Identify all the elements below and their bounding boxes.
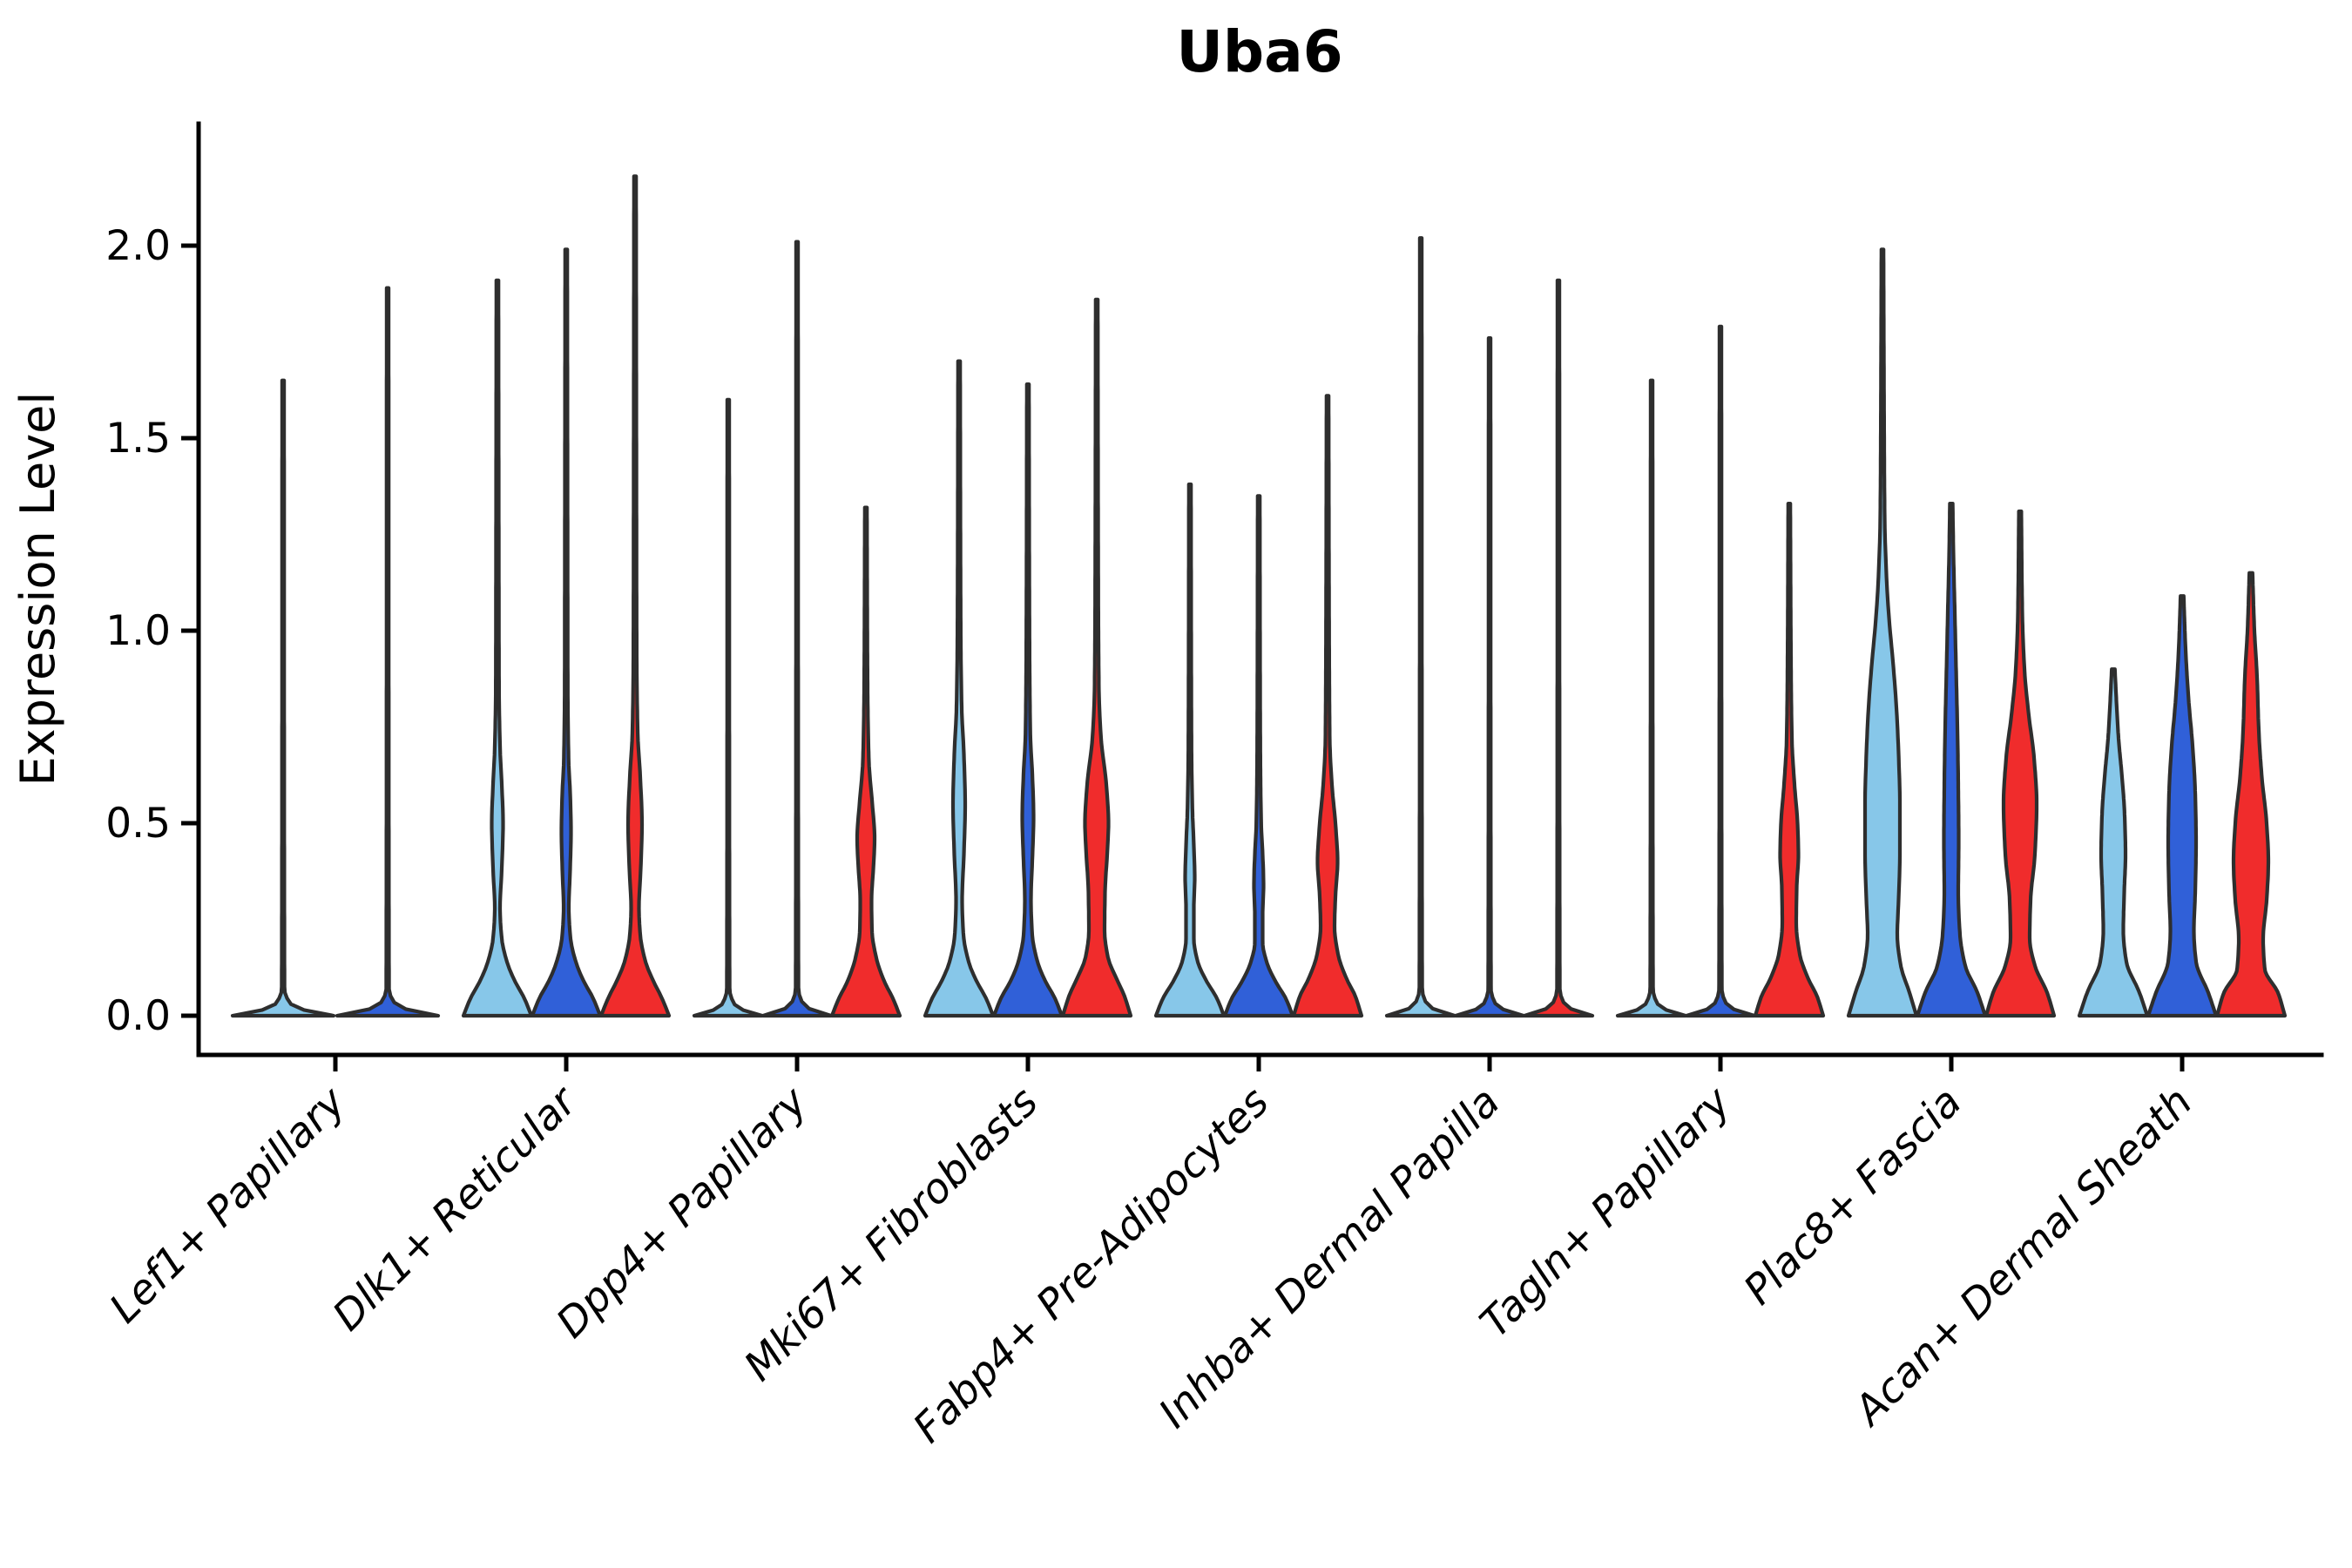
violin-plac8-fascia-lightblue: [1846, 247, 1919, 1018]
violin-dlk1-reticular-red: [598, 174, 672, 1018]
x-tick-label: Dpp4+ Papillary: [547, 1078, 817, 1348]
chart-title: Uba6: [1176, 18, 1342, 85]
violin-acan-dermal-sheath-lightblue: [2077, 667, 2150, 1018]
violin-inhba-dermal-papilla-blue: [1453, 336, 1526, 1018]
violin-mki67-fibroblasts-red: [1060, 297, 1133, 1018]
violin-group-2: [461, 174, 672, 1018]
violin-group-8: [1846, 247, 2057, 1018]
violin-inhba-dermal-papilla-lightblue: [1384, 236, 1457, 1018]
violin-inhba-dermal-papilla-red: [1522, 278, 1595, 1018]
x-tick-label: Tagln+ Papillary: [1471, 1078, 1741, 1348]
x-tick-label: Lef1+ Papillary: [100, 1078, 355, 1333]
violin-plac8-fascia-blue: [1915, 502, 1988, 1018]
violin-fabp4-pre-adipocytes-blue: [1222, 494, 1295, 1018]
violin-tagln-papillary-lightblue: [1615, 378, 1688, 1018]
y-axis-label: Expression Level: [10, 392, 65, 787]
violin-group-5: [1153, 394, 1364, 1018]
violin-tagln-papillary-blue: [1684, 324, 1757, 1018]
violin-fabp4-pre-adipocytes-lightblue: [1153, 482, 1227, 1018]
y-tick-label: 0.0: [105, 992, 171, 1040]
violin-dlk1-reticular-lightblue: [461, 278, 534, 1018]
violin-plac8-fascia-red: [1984, 509, 2057, 1018]
violin-group-9: [2077, 571, 2288, 1018]
violin-dlk1-reticular-blue: [530, 247, 603, 1018]
y-tick-label: 1.0: [105, 607, 171, 655]
violin-tagln-papillary-red: [1753, 502, 1826, 1018]
x-tick-label: Dlk1+ Reticular: [324, 1077, 588, 1341]
violin-group-1: [230, 286, 441, 1018]
violin-group-7: [1615, 324, 1826, 1018]
violin-group-4: [923, 297, 1133, 1018]
x-tick-label: Plac8+ Fascia: [1734, 1078, 1970, 1315]
violin-dpp4-papillary-blue: [760, 240, 834, 1018]
violin-acan-dermal-sheath-red: [2214, 571, 2288, 1018]
violin-lef1-papillary-lightblue: [230, 378, 336, 1018]
violin-acan-dermal-sheath-blue: [2146, 594, 2219, 1018]
y-tick-label: 1.5: [105, 415, 171, 463]
violin-dpp4-papillary-lightblue: [692, 397, 765, 1018]
violin-fabp4-pre-adipocytes-red: [1291, 394, 1364, 1018]
violin-group-3: [692, 240, 902, 1018]
violin-dpp4-papillary-red: [829, 505, 902, 1018]
y-tick-label: 0.5: [105, 800, 171, 848]
y-tick-label: 2.0: [105, 222, 171, 270]
violin-lef1-papillary-blue: [335, 286, 441, 1018]
violin-mki67-fibroblasts-lightblue: [923, 359, 996, 1018]
violin-mki67-fibroblasts-blue: [991, 382, 1064, 1018]
violin-group-6: [1384, 236, 1595, 1018]
